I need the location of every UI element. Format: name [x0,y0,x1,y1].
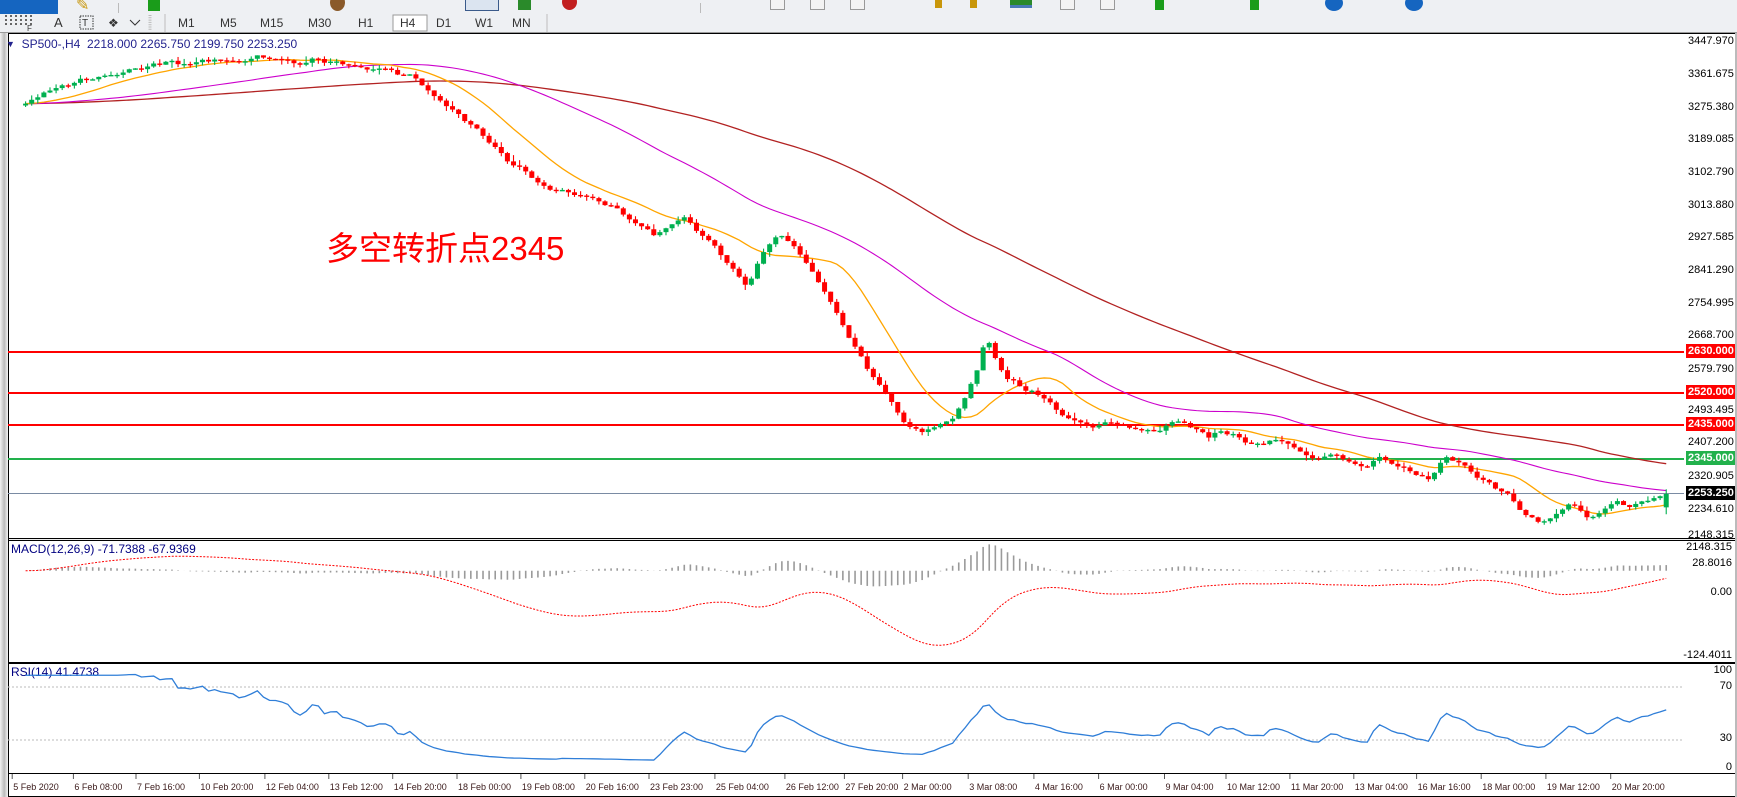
svg-text:M1: M1 [178,16,195,30]
svg-text:M30: M30 [308,16,332,30]
svg-text:A: A [54,15,63,30]
svg-text:W1: W1 [475,16,493,30]
svg-text:D1: D1 [436,16,452,30]
svg-text:MN: MN [512,16,531,30]
svg-text:M5: M5 [220,16,237,30]
svg-text:F: F [27,24,32,32]
svg-text:❖: ❖ [108,16,119,30]
svg-text:M15: M15 [260,16,284,30]
svg-text:H1: H1 [358,16,374,30]
svg-text:H4: H4 [400,16,416,30]
svg-text:T: T [82,18,88,29]
